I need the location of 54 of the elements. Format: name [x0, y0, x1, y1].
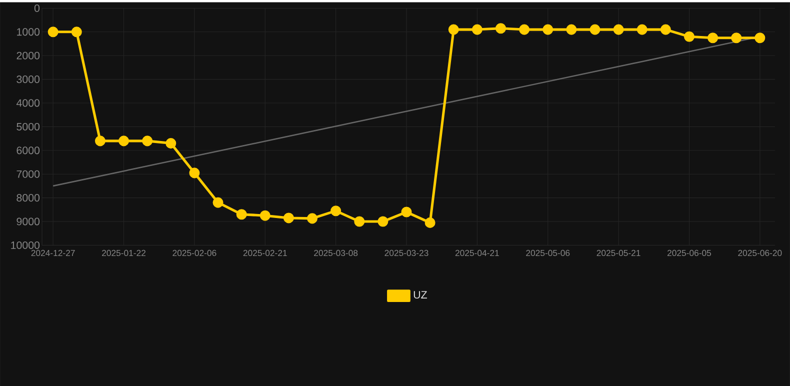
legend-label: UZ — [414, 291, 427, 298]
point — [118, 136, 130, 146]
point — [71, 26, 82, 38]
point — [542, 24, 554, 35]
point — [236, 209, 247, 220]
point — [613, 24, 624, 35]
point — [260, 210, 270, 221]
y-tick-label: 5000 — [16, 122, 40, 130]
y-tick-label: 10000 — [11, 241, 40, 249]
x-tick-label: 2025-03-23 — [384, 250, 428, 256]
y-tick-label: 2000 — [16, 52, 40, 60]
x-tick-label: 2025-05-06 — [526, 250, 570, 256]
point — [519, 24, 530, 35]
point — [189, 168, 200, 178]
point — [731, 32, 742, 44]
x-tick-label: 2025-06-20 — [738, 250, 782, 256]
point — [754, 32, 766, 44]
y-tick-label: 3000 — [16, 75, 40, 83]
point — [566, 24, 577, 35]
x-tick-label: 2025-06-05 — [668, 250, 712, 256]
y-tick-label: 6000 — [16, 146, 40, 154]
point — [495, 22, 506, 34]
point — [684, 31, 695, 42]
x-tick-label: 2025-02-06 — [172, 250, 216, 256]
x-tick-label: 2024-12-27 — [31, 250, 75, 256]
point — [590, 24, 600, 35]
y-tick-label: 1000 — [17, 28, 40, 36]
y-tick-label: 4000 — [16, 99, 40, 107]
point — [330, 205, 342, 216]
point — [142, 136, 153, 146]
y-tick-label: 8000 — [16, 194, 40, 202]
point — [448, 24, 459, 35]
x-tick-label: 2025-02-21 — [243, 250, 287, 256]
x-tick-label: 2025-05-21 — [596, 250, 640, 256]
point — [378, 216, 388, 227]
y-tick-label: 0 — [34, 4, 40, 12]
x-tick-label: 2025-04-21 — [455, 250, 499, 256]
point — [306, 213, 318, 224]
point — [212, 197, 224, 208]
point — [472, 24, 482, 35]
point — [636, 24, 648, 35]
point — [354, 216, 365, 227]
y-tick-label: 9000 — [16, 218, 40, 226]
x-tick-label: 2025-01-22 — [102, 250, 146, 256]
point — [660, 24, 671, 35]
x-tick-label: 2025-03-08 — [314, 250, 358, 256]
y-tick-label: 7000 — [16, 170, 40, 178]
point — [401, 206, 412, 218]
point — [166, 138, 176, 148]
point — [94, 136, 106, 146]
point — [283, 212, 294, 224]
point — [424, 217, 436, 228]
point — [48, 26, 58, 38]
point — [708, 32, 718, 44]
